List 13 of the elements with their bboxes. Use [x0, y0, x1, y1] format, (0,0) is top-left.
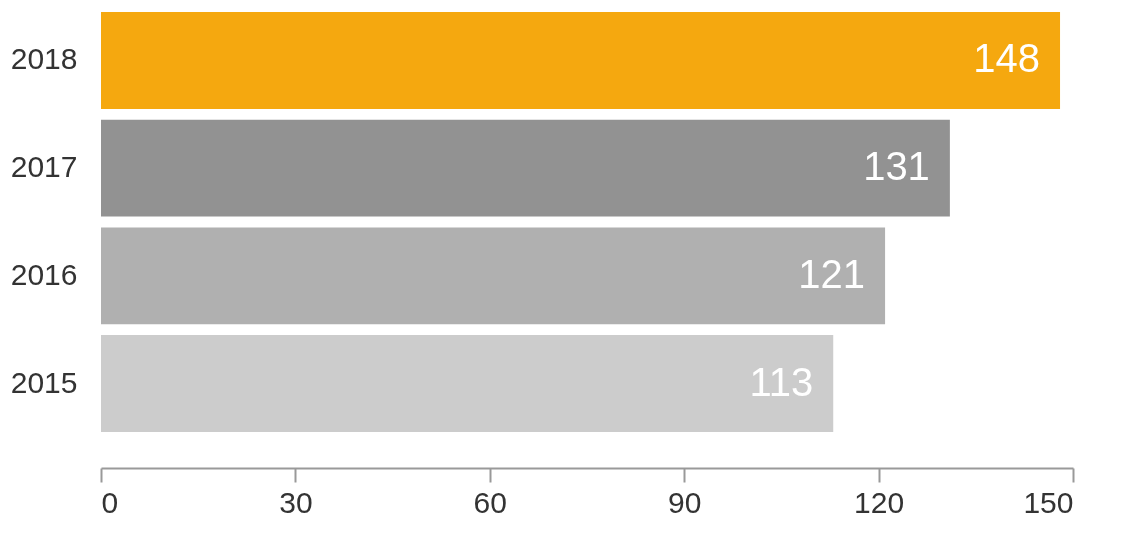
x-tick-label: 150	[1023, 485, 1074, 519]
x-tick-label: 60	[473, 485, 507, 519]
data-label: 121	[798, 251, 866, 296]
x-tick-label: 90	[668, 485, 702, 519]
y-tick-label: 2018	[10, 42, 78, 76]
data-label: 148	[973, 36, 1041, 81]
x-tick-label: 30	[279, 485, 313, 519]
y-tick-label: 2017	[10, 150, 78, 184]
y-tick-label: 2015	[10, 365, 78, 399]
x-tick-label: 120	[854, 485, 905, 519]
data-label: 131	[863, 144, 930, 189]
y-tick-label: 2016	[10, 257, 78, 291]
x-tick-label: 0	[101, 485, 119, 519]
